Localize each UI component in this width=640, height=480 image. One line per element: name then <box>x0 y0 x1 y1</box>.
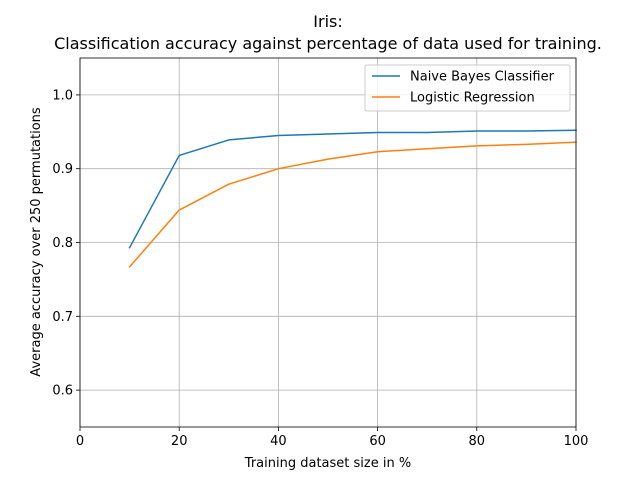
y-tick-label: 0.6 <box>52 384 73 399</box>
x-tick-label: 0 <box>76 434 84 449</box>
y-tick-label: 0.9 <box>52 162 73 177</box>
y-tick-label: 1.0 <box>52 88 73 103</box>
x-tick-label: 100 <box>564 434 589 449</box>
x-tick-label: 80 <box>469 434 486 449</box>
legend-box <box>364 64 571 112</box>
ticks: 0 20 40 60 80 100 0.6 0.7 0.8 0.9 1.0 <box>52 88 588 449</box>
y-tick-label: 0.8 <box>52 236 73 251</box>
x-tick-label: 60 <box>369 434 386 449</box>
x-tick-label: 20 <box>171 434 188 449</box>
legend-label-naive-bayes: Naive Bayes Classifier <box>410 70 555 85</box>
series-layer <box>128 129 577 268</box>
x-axis-label: Training dataset size in % <box>244 456 411 471</box>
chart-title: Iris: <box>313 12 342 31</box>
y-axis-label: Average accuracy over 250 permutations <box>29 107 44 377</box>
legend: Naive Bayes Classifier Logistic Regressi… <box>364 64 571 112</box>
series-line-logistic-regression <box>128 141 577 268</box>
chart-subtitle: Classification accuracy against percenta… <box>54 34 602 53</box>
y-tick-label: 0.7 <box>52 310 73 325</box>
x-tick-label: 40 <box>270 434 287 449</box>
series-line-naive-bayes-classifier <box>128 129 577 249</box>
legend-label-logistic-regression: Logistic Regression <box>410 91 535 106</box>
